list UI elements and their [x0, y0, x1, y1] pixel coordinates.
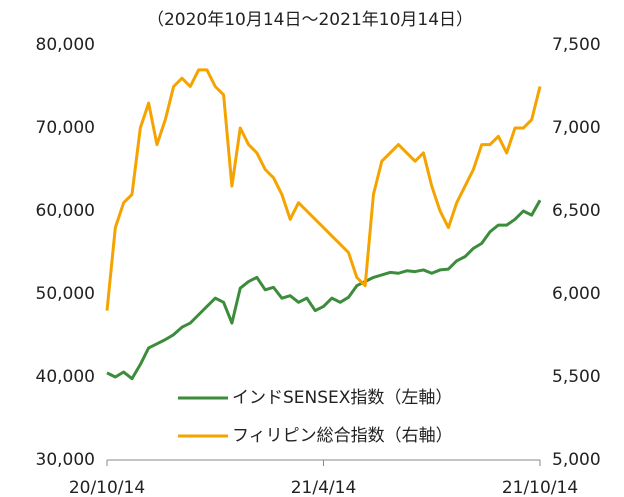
legend-label: インドSENSEX指数（左軸） [232, 388, 452, 408]
x-tick-label: 21/4/14 [291, 478, 357, 497]
y2-tick-label: 6,500 [552, 201, 601, 221]
y2-tick-label: 5,000 [552, 450, 601, 470]
x-tick-label: 21/10/14 [502, 478, 578, 497]
legend-label: フィリピン総合指数（右軸） [232, 426, 453, 446]
y2-tick-label: 6,000 [552, 284, 601, 304]
y2-tick-label: 5,500 [552, 367, 601, 387]
chart-title: （2020年10月14日～2021年10月14日） [147, 10, 473, 30]
y-tick-label: 70,000 [36, 118, 95, 138]
series-line [106, 199, 542, 381]
y-tick-label: 50,000 [36, 284, 95, 304]
y-tick-label: 80,000 [36, 35, 95, 55]
y2-tick-label: 7,000 [552, 118, 601, 138]
y2-tick-label: 7,500 [552, 35, 601, 55]
y-tick-label: 40,000 [36, 367, 95, 387]
x-tick-label: 20/10/14 [69, 478, 145, 497]
y-tick-label: 30,000 [36, 450, 95, 470]
y-tick-label: 60,000 [36, 201, 95, 221]
series-line [105, 68, 542, 311]
